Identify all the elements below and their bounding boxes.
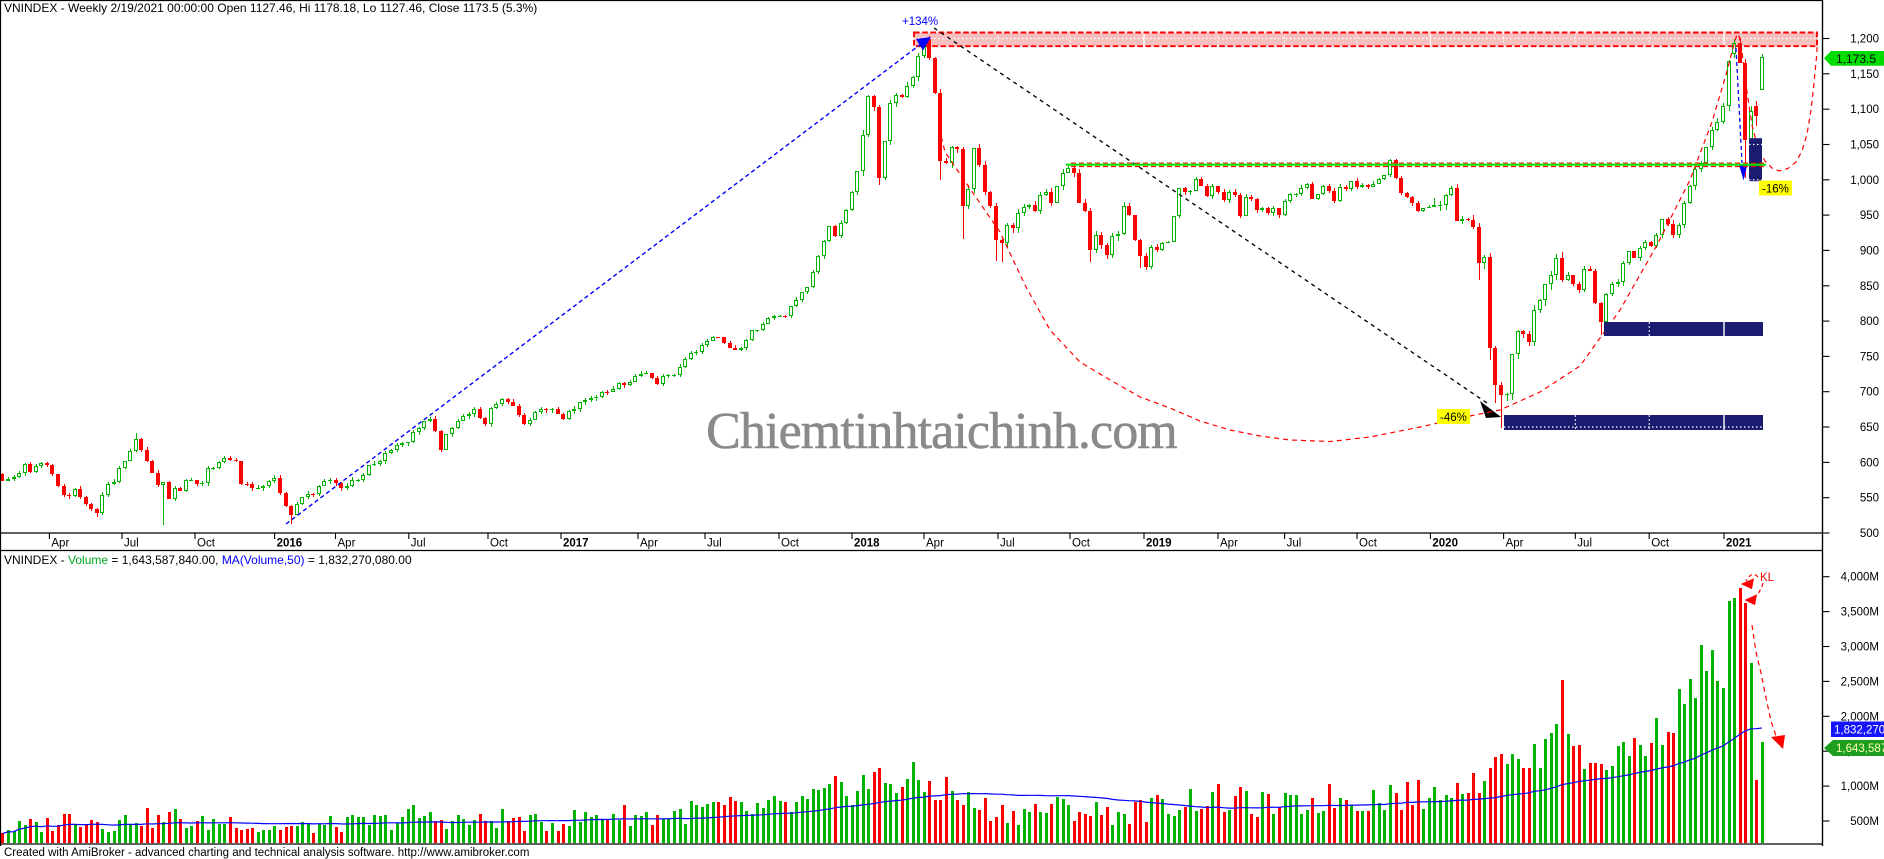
svg-text:1,150: 1,150	[1850, 69, 1879, 81]
svg-text:Chiemtinhtaichinh.com: Chiemtinhtaichinh.com	[706, 403, 1177, 460]
svg-text:1,200: 1,200	[1850, 34, 1879, 46]
svg-text:800: 800	[1860, 316, 1879, 328]
svg-text:550: 550	[1860, 493, 1879, 505]
svg-text:Oct: Oct	[1072, 538, 1091, 550]
svg-text:Jul: Jul	[411, 538, 426, 550]
svg-text:600: 600	[1860, 457, 1879, 469]
svg-text:1,832,270,0: 1,832,270,0	[1834, 725, 1884, 737]
svg-text:650: 650	[1860, 422, 1879, 434]
svg-text:2,000M: 2,000M	[1841, 711, 1879, 723]
svg-text:Jul: Jul	[707, 538, 722, 550]
svg-text:2021: 2021	[1726, 538, 1752, 550]
svg-text:2018: 2018	[854, 538, 880, 550]
svg-text:Oct: Oct	[490, 538, 509, 550]
svg-text:1,000: 1,000	[1850, 175, 1879, 187]
svg-text:1,100: 1,100	[1850, 104, 1879, 116]
svg-text:Oct: Oct	[1651, 538, 1670, 550]
svg-text:700: 700	[1860, 387, 1879, 399]
svg-text:Apr: Apr	[1506, 538, 1524, 550]
svg-text:2016: 2016	[277, 538, 303, 550]
svg-text:4,000M: 4,000M	[1841, 572, 1879, 584]
svg-text:950: 950	[1860, 210, 1879, 222]
svg-text:1,000M: 1,000M	[1841, 781, 1879, 793]
svg-text:Apr: Apr	[1220, 538, 1238, 550]
svg-text:500M: 500M	[1850, 816, 1879, 828]
svg-text:Oct: Oct	[781, 538, 800, 550]
svg-text:2020: 2020	[1432, 538, 1458, 550]
svg-text:Oct: Oct	[197, 538, 216, 550]
svg-text:750: 750	[1860, 351, 1879, 363]
svg-text:Apr: Apr	[338, 538, 356, 550]
svg-text:1,173.5: 1,173.5	[1836, 52, 1876, 66]
svg-text:Apr: Apr	[926, 538, 944, 550]
svg-text:VNINDEX - Volume = 1,643,587,8: VNINDEX - Volume = 1,643,587,840.00, MA(…	[4, 553, 412, 567]
svg-text:3,000M: 3,000M	[1841, 642, 1879, 654]
svg-text:VNINDEX - Weekly 2/19/2021 00:: VNINDEX - Weekly 2/19/2021 00:00:00 Open…	[4, 1, 537, 15]
svg-text:2019: 2019	[1146, 538, 1172, 550]
svg-text:900: 900	[1860, 245, 1879, 257]
svg-text:500: 500	[1860, 528, 1879, 540]
svg-text:Jul: Jul	[1000, 538, 1015, 550]
svg-text:Jul: Jul	[1577, 538, 1592, 550]
svg-text:850: 850	[1860, 281, 1879, 293]
svg-text:Jul: Jul	[1287, 538, 1302, 550]
svg-text:+134%: +134%	[902, 16, 938, 28]
svg-text:2,500M: 2,500M	[1841, 676, 1879, 688]
svg-text:1,643,587,8: 1,643,587,8	[1836, 743, 1884, 755]
svg-text:Oct: Oct	[1359, 538, 1378, 550]
svg-text:3,500M: 3,500M	[1841, 607, 1879, 619]
svg-text:KL: KL	[1760, 572, 1775, 584]
svg-text:Created with AmiBroker - advan: Created with AmiBroker - advanced charti…	[4, 847, 529, 859]
svg-text:2017: 2017	[563, 538, 589, 550]
svg-text:Apr: Apr	[640, 538, 658, 550]
svg-text:Apr: Apr	[51, 538, 69, 550]
svg-text:1,050: 1,050	[1850, 140, 1879, 152]
svg-text:Jul: Jul	[124, 538, 139, 550]
svg-text:-46%: -46%	[1440, 412, 1467, 424]
svg-text:-16%: -16%	[1762, 184, 1789, 196]
